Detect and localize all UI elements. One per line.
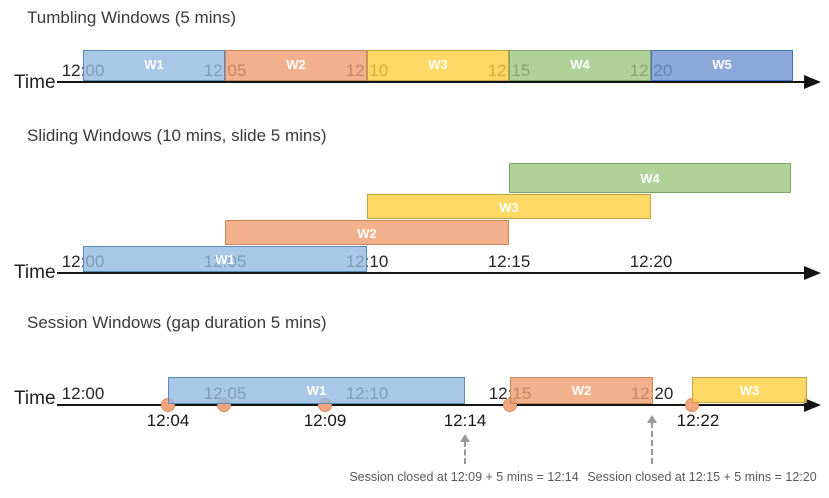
tumbling-window-w1: W1 [83,50,225,81]
window-label: W3 [739,383,760,398]
sliding-window-w4: W4 [509,163,791,193]
window-label: W1 [306,383,327,398]
tumbling-axis-arrowhead-icon [804,75,821,89]
window-label: W4 [640,171,660,186]
tumbling-section-title: Tumbling Windows (5 mins) [27,8,237,27]
session-tick-1200: 12:00 [61,384,105,403]
session-section-title: Session Windows (gap duration 5 mins) [27,313,327,332]
sliding-tick-1215: 12:15 [487,252,531,271]
tumbling-time-axis-label: Time [14,72,56,93]
session-close-arrow-shaft [651,422,653,464]
sliding-axis-arrowhead-icon [804,266,821,280]
window-label: W3 [428,57,448,72]
session-window-w2: W2 [510,377,653,404]
window-label: W1 [144,57,164,72]
window-label: W2 [571,383,592,398]
session-close-annotation-1: Session closed at 12:09 + 5 mins = 12:14 [349,470,579,484]
sliding-window-w2: W2 [225,220,509,245]
session-window-w3: W3 [692,377,807,403]
event-time-1222: 12:22 [676,411,720,430]
sliding-window-w1: W1 [83,246,367,272]
event-time-1209: 12:09 [303,411,347,430]
tumbling-window-w2: W2 [225,50,367,81]
sliding-time-axis-label: Time [14,262,56,283]
sliding-window-w3: W3 [367,194,651,219]
sliding-section-title: Sliding Windows (10 mins, slide 5 mins) [27,126,327,145]
session-close-arrowhead-icon [460,434,470,442]
window-label: W4 [570,57,590,72]
tumbling-window-w4: W4 [509,50,651,81]
session-window-w1: W1 [168,377,465,404]
session-close-arrow-shaft [464,441,466,464]
window-label: W1 [215,252,235,267]
session-close-annotation-2: Session closed at 12:15 + 5 mins = 12:20 [587,470,817,484]
window-label: W3 [499,200,519,215]
tumbling-window-w5: W5 [651,50,793,81]
window-label: W5 [712,57,732,72]
session-time-axis-label: Time [14,388,56,409]
sliding-tick-1220: 12:20 [629,252,673,271]
window-label: W2 [286,57,306,72]
event-time-1204: 12:04 [146,411,190,430]
tumbling-window-w3: W3 [367,50,509,81]
session-close-arrowhead-icon [647,415,657,423]
window-label: W2 [357,226,377,241]
session-axis-arrowhead-icon [804,398,821,412]
sliding-time-axis [57,272,804,274]
session-time-axis [57,404,804,406]
tumbling-time-axis [57,81,804,83]
event-time-1214: 12:14 [443,411,487,430]
